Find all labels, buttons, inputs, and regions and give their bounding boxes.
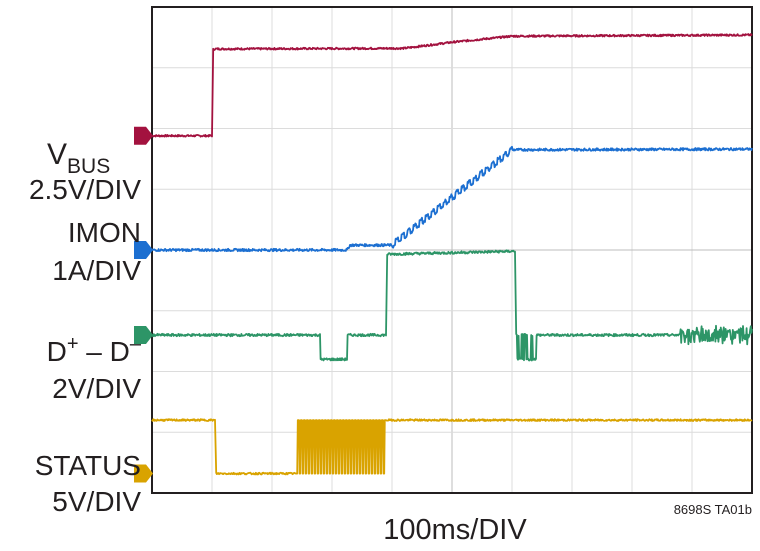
imon-label: IMON (68, 217, 141, 248)
traces (151, 33, 753, 476)
imon-trace (151, 145, 753, 253)
dpdm-label: D+ – D– (47, 333, 142, 367)
status-label: STATUS (35, 450, 141, 481)
status-trace (151, 418, 753, 476)
dpdm-scale: 2V/DIV (52, 373, 141, 404)
vbus-label: VBUS (47, 138, 110, 178)
vbus-scale: 2.5V/DIV (29, 174, 141, 205)
status-marker (134, 464, 153, 483)
dpdm-marker (134, 326, 153, 345)
x-axis-label: 100ms/DIV (383, 514, 527, 546)
dpdm-trace (151, 249, 753, 362)
imon-scale: 1A/DIV (52, 255, 141, 286)
vbus-marker (134, 126, 153, 145)
status-scale: 5V/DIV (52, 486, 141, 517)
figure-id: 8698S TA01b (674, 502, 752, 517)
channel-markers (134, 126, 153, 483)
vbus-trace (151, 33, 753, 138)
imon-marker (134, 241, 153, 259)
